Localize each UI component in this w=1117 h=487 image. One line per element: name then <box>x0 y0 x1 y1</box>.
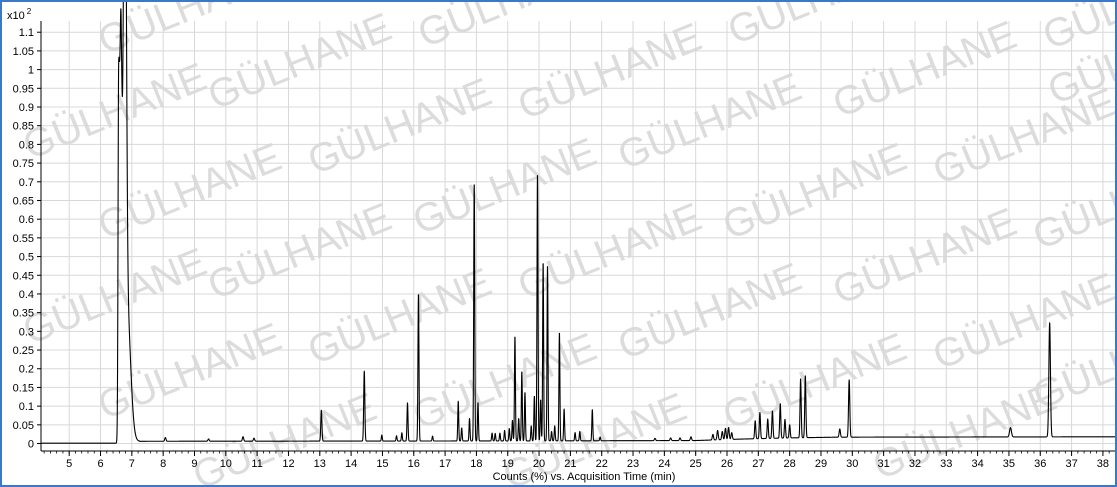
x-tick-label: 36 <box>1034 458 1046 470</box>
x-tick-label: 34 <box>971 458 983 470</box>
x-tick-label: 26 <box>721 458 733 470</box>
x-tick-label: 21 <box>564 458 576 470</box>
x-tick-label: 19 <box>502 458 514 470</box>
y-tick-label: 1 <box>28 65 34 77</box>
y-tick-label: 0.8 <box>19 139 34 151</box>
y-tick-label: 0.3 <box>19 326 34 338</box>
y-tick-label: 1.1 <box>19 27 34 39</box>
x-tick-label: 7 <box>129 458 135 470</box>
y-tick-label: 0.55 <box>13 233 34 245</box>
y-tick-label: 0.15 <box>13 382 34 394</box>
watermark-text: GÜLHANE <box>407 130 603 243</box>
y-tick-label: 0.45 <box>13 270 34 282</box>
watermark-text: GÜLHANE <box>92 135 288 248</box>
watermark-text: GÜLHANE <box>407 325 603 438</box>
x-tick-label: 15 <box>376 458 388 470</box>
x-tick-label: 37 <box>1065 458 1077 470</box>
axes <box>37 21 1117 456</box>
y-scale-exponent: 2 <box>27 7 32 16</box>
x-tick-label: 22 <box>596 458 608 470</box>
x-tick-label: 30 <box>846 458 858 470</box>
watermark-text: GÜLHANE <box>412 0 608 56</box>
y-tick-label: 0.5 <box>19 252 34 264</box>
watermark-text: GÜLHANE <box>17 55 213 168</box>
x-tick-label: 9 <box>191 458 197 470</box>
x-tick-label: 12 <box>282 458 294 470</box>
y-tick-label: 0.9 <box>19 102 34 114</box>
y-tick-label: 0.25 <box>13 345 34 357</box>
x-tick-label: 13 <box>314 458 326 470</box>
y-tick-label: 0 <box>28 439 34 451</box>
watermark-text: GÜLHANE <box>302 260 498 373</box>
x-tick-label: 17 <box>439 458 451 470</box>
watermark-text: GÜLHANE <box>17 240 213 353</box>
watermark-text: GÜLHANE <box>512 195 708 308</box>
y-tick-label: 0.95 <box>13 83 34 95</box>
grid-lines <box>41 21 1117 451</box>
watermark-text: GÜLHANE <box>612 255 808 368</box>
x-tick-label: 5 <box>66 458 72 470</box>
x-tick-label: 25 <box>690 458 702 470</box>
y-tick-label: 0.4 <box>19 289 34 301</box>
x-tick-label: 11 <box>251 458 262 470</box>
x-tick-label: 23 <box>627 458 639 470</box>
x-tick-label: 29 <box>815 458 827 470</box>
tick-labels: 5 6 7 8 9 10 11 12 13 14 15 16 17 18 19 20 21 22 23 24 25 26 2… <box>13 27 1109 470</box>
x-tick-label: 28 <box>784 458 796 470</box>
y-tick-label: 0.05 <box>13 420 34 432</box>
x-tick-label: 10 <box>220 458 232 470</box>
watermark-text: GÜLHANE <box>187 385 383 487</box>
watermark-text: GÜLHANE <box>867 375 1063 487</box>
y-scale-base: x10 <box>7 10 25 22</box>
x-tick-label: 27 <box>752 458 764 470</box>
x-tick-label: 33 <box>940 458 952 470</box>
y-scale-label: x10 2 <box>7 7 32 22</box>
y-tick-label: 0.65 <box>13 195 34 207</box>
x-tick-label: 20 <box>533 458 545 470</box>
x-tick-label: 32 <box>909 458 921 470</box>
watermark-text: GÜLHANE <box>92 315 288 428</box>
y-tick-label: 1.05 <box>13 46 34 58</box>
watermark-text: GÜLHANE <box>202 195 398 308</box>
y-tick-label: 0.75 <box>13 158 34 170</box>
watermark-text: GÜLHANE <box>927 80 1117 193</box>
chromatogram-trace <box>40 0 1117 444</box>
y-tick-label: 0.2 <box>19 364 34 376</box>
watermark-text: GÜLHANE <box>722 0 918 53</box>
y-tick-label: 0.7 <box>19 177 34 189</box>
x-tick-label: 18 <box>470 458 482 470</box>
x-axis-label: Counts (%) vs. Acquisition Time (min) <box>493 471 676 483</box>
watermark-text: GÜLHANE <box>302 70 498 183</box>
x-tick-label: 24 <box>658 458 670 470</box>
x-tick-label: 6 <box>97 458 103 470</box>
x-tick-label: 16 <box>408 458 420 470</box>
x-tick-label: 35 <box>1003 458 1015 470</box>
x-tick-label: 31 <box>878 458 890 470</box>
y-tick-label: 0.1 <box>19 401 34 413</box>
y-tick-label: 0.85 <box>13 121 34 133</box>
watermark-text: GÜLHANE <box>202 5 398 118</box>
y-tick-label: 0.35 <box>13 308 34 320</box>
y-tick-label: 0.6 <box>19 214 34 226</box>
x-tick-label: 38 <box>1097 458 1109 470</box>
x-tick-label: 14 <box>345 458 357 470</box>
x-tick-label: 8 <box>160 458 166 470</box>
